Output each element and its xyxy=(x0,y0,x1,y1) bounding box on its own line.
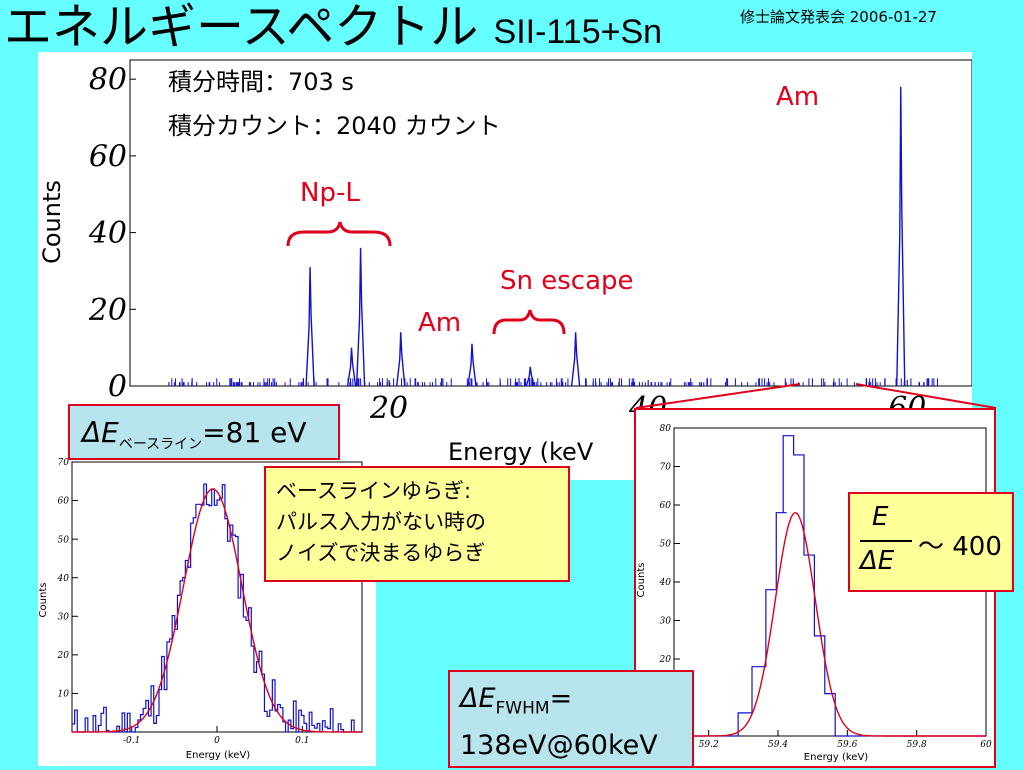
baseline-histogram-line xyxy=(72,483,362,733)
left-y-tick-label: 60 xyxy=(58,497,70,507)
peak-bin xyxy=(570,332,581,387)
fraction-bar xyxy=(860,540,912,542)
right-x-tick-label: 59.6 xyxy=(837,740,857,750)
conference-note: 修士論文発表会 2006-01-27 xyxy=(740,8,937,26)
left-y-tick-label: 40 xyxy=(57,574,70,584)
baseline-note-box: ベースラインゆらぎ: パルス入力がない時の ノイズで決まるゆらぎ xyxy=(264,466,570,582)
baseline-histogram-panel: -0.1 0 0.1 10 20 30 40 50 60 70 Counts Energy (ke… xyxy=(38,440,376,766)
left-x-axis-label: Energy (keV) xyxy=(186,750,251,761)
left-y-tick-label: 30 xyxy=(58,612,70,622)
fwhm-subscript: FWHM xyxy=(495,698,550,719)
resolving-denominator: ΔE xyxy=(860,546,895,576)
right-y-tick-label: 40 xyxy=(659,578,672,588)
peak-bin xyxy=(305,267,315,387)
right-x-tick-label: 60 xyxy=(980,740,992,750)
baseline-gauss-fit xyxy=(72,488,363,733)
right-y-tick-label: 50 xyxy=(660,540,672,550)
peak-gauss-fit xyxy=(674,511,986,737)
peak-bin xyxy=(355,247,366,387)
left-x-tick-label: 0.1 xyxy=(295,736,309,746)
annotation-sn-escape: Sn escape xyxy=(500,266,634,296)
baseline-resolution-box: ΔEベースライン=81 eV xyxy=(68,404,340,460)
main-y-tick-label: 20 xyxy=(88,293,127,328)
integration-time: 積分時間：703 s xyxy=(168,68,354,96)
main-y-axis-label: Counts xyxy=(38,180,66,264)
left-y-tick-label: 10 xyxy=(58,690,70,700)
left-x-tick-label: 0 xyxy=(214,736,220,746)
right-y-tick-label: 60 xyxy=(660,501,672,511)
right-y-tick-label: 30 xyxy=(660,617,672,627)
peak-bin xyxy=(467,343,477,387)
main-y-tick-label: 60 xyxy=(89,139,127,174)
main-y-tick-label: 40 xyxy=(88,216,127,251)
resolving-power-box: E ΔE ～ 400 xyxy=(848,492,1014,592)
main-y-tick-label: 0 xyxy=(108,370,127,405)
left-y-tick-label: 50 xyxy=(58,535,70,545)
annotation-braces xyxy=(286,221,566,335)
sn-escape-brace xyxy=(492,309,566,335)
integration-counts: 積分カウント：2040 カウント xyxy=(168,112,501,140)
left-x-tick-label: -0.1 xyxy=(123,736,140,746)
main-x-tick-label: 20 xyxy=(369,391,408,426)
right-y-tick-label: 80 xyxy=(660,424,672,434)
slide-title: エネルギースペクトル SII-115+Sn xyxy=(4,0,662,63)
note-line-3: ノイズで決まるゆらぎ xyxy=(276,541,486,565)
slide-title-detector: SII-115+Sn xyxy=(493,13,663,51)
slide-title-jp: エネルギースペクトル xyxy=(4,0,479,55)
baseline-subscript: ベースライン xyxy=(118,436,203,453)
annotation-am-main: Am xyxy=(776,82,820,112)
right-x-tick-label: 59.4 xyxy=(768,740,788,750)
fwhm-delta-symbol: ΔE xyxy=(460,683,496,714)
right-x-tick-label: 59.8 xyxy=(907,740,927,750)
main-spectrum-chart: 204060020406080 Counts Energy (keV xyxy=(38,59,973,466)
fwhm-resolution-box: ΔEFWHM= 138eV@60keV xyxy=(448,670,694,768)
peak-bin xyxy=(896,86,906,387)
left-y-axis-label: Counts xyxy=(38,583,49,618)
resolving-value: ～ 400 xyxy=(918,532,1002,562)
right-y-tick-label: 70 xyxy=(660,463,672,473)
right-y-tick-label: 20 xyxy=(659,655,672,665)
baseline-histogram-chart: -0.1 0 0.1 10 20 30 40 50 60 70 Counts Energy (ke… xyxy=(38,458,363,761)
main-x-axis-label: Energy (keV xyxy=(448,438,594,466)
peak-bin xyxy=(396,332,406,387)
right-x-axis-label: Energy (keV) xyxy=(804,752,869,763)
right-y-axis-label: Counts xyxy=(636,563,647,598)
resolving-numerator: E xyxy=(872,502,889,532)
annotation-np-l: Np-L xyxy=(300,178,360,208)
right-x-tick-label: 59.2 xyxy=(699,740,719,750)
annotation-am-low: Am xyxy=(418,308,462,338)
peak-bin xyxy=(346,347,357,387)
left-y-tick-label: 70 xyxy=(58,458,70,468)
baseline-value: =81 eV xyxy=(202,416,307,449)
note-line-1: ベースラインゆらぎ: xyxy=(276,479,472,503)
main-y-tick-label: 80 xyxy=(89,63,127,98)
np-l-brace xyxy=(286,221,392,247)
baseline-delta-symbol: ΔE xyxy=(82,416,119,449)
note-line-2: パルス入力がない時の xyxy=(276,510,486,534)
fwhm-equals: = xyxy=(549,683,573,714)
fwhm-value: 138eV@60keV xyxy=(460,730,658,762)
left-y-tick-label: 20 xyxy=(57,651,70,661)
peak-bin xyxy=(525,366,535,387)
